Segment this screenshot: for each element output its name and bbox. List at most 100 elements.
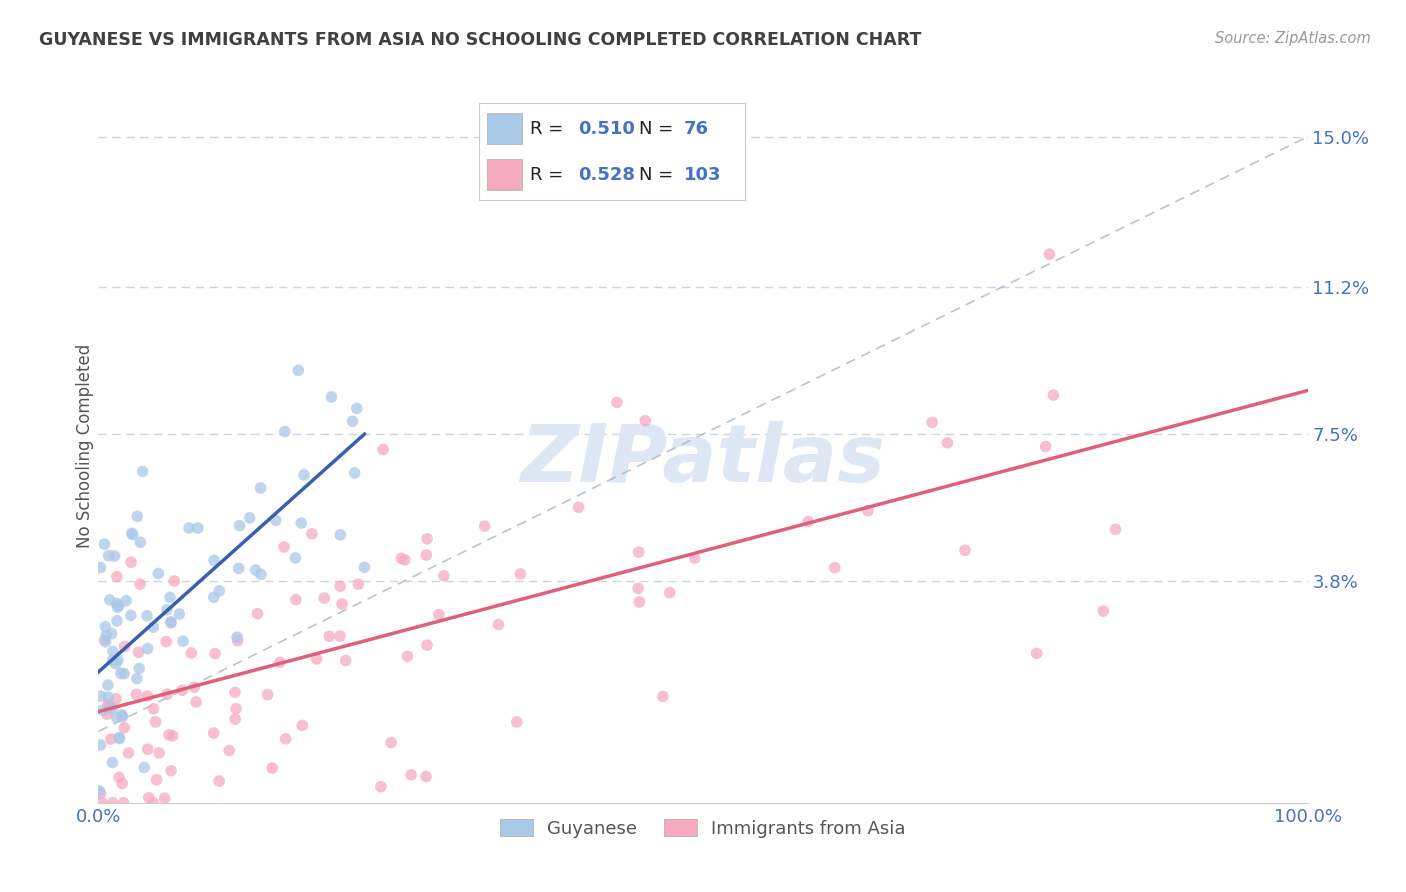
Point [91, 703, 114, 717]
Point [98, 698, 121, 713]
Point [264, 513, 287, 527]
Point [134, 760, 156, 774]
Point [108, 599, 131, 613]
Point [107, 600, 129, 615]
Point [101, 701, 124, 715]
Point [97, 690, 120, 704]
Point [606, 395, 628, 409]
Point [330, 597, 353, 611]
Point [856, 504, 879, 518]
Point [159, 591, 181, 605]
Point [427, 607, 450, 622]
Point [936, 435, 959, 450]
Point [329, 629, 352, 643]
Point [370, 780, 392, 794]
Point [187, 521, 209, 535]
Point [97, 698, 120, 712]
Point [131, 465, 153, 479]
Point [208, 774, 231, 789]
Point [335, 653, 357, 667]
Point [110, 666, 132, 681]
Point [160, 615, 183, 630]
Point [177, 521, 200, 535]
Point [145, 772, 167, 787]
Point [163, 574, 186, 588]
Point [287, 363, 309, 377]
Point [202, 726, 225, 740]
Point [112, 721, 135, 735]
Point [108, 731, 131, 746]
Point [101, 796, 124, 810]
Point [373, 442, 395, 457]
Point [953, 543, 976, 558]
Point [105, 569, 128, 583]
Point [112, 666, 135, 681]
Point [228, 561, 250, 575]
Point [509, 566, 531, 581]
Point [160, 615, 183, 629]
Point [105, 692, 128, 706]
Point [274, 731, 297, 746]
Point [224, 685, 246, 699]
Point [157, 728, 180, 742]
Point [93, 632, 115, 647]
Point [394, 553, 416, 567]
Point [172, 634, 194, 648]
Point [129, 577, 152, 591]
Point [226, 633, 249, 648]
Point [1092, 604, 1115, 618]
Point [797, 515, 820, 529]
Point [824, 560, 846, 574]
Point [136, 689, 159, 703]
Point [246, 607, 269, 621]
Point [160, 764, 183, 778]
Point [115, 593, 138, 607]
Point [567, 500, 589, 515]
Point [120, 608, 142, 623]
Text: GUYANESE VS IMMIGRANTS FROM ASIA NO SCHOOLING COMPLETED CORRELATION CHART: GUYANESE VS IMMIGRANTS FROM ASIA NO SCHO… [39, 31, 922, 49]
Point [97, 678, 120, 692]
Point [98, 700, 121, 714]
Point [380, 735, 402, 749]
Point [156, 603, 179, 617]
Point [105, 614, 128, 628]
Point [389, 551, 412, 566]
Point [111, 709, 134, 723]
Point [224, 712, 246, 726]
Point [256, 688, 278, 702]
Point [202, 591, 225, 605]
Point [628, 595, 651, 609]
Point [204, 647, 226, 661]
Point [90, 738, 112, 752]
Point [172, 683, 194, 698]
Point [89, 560, 111, 574]
Point [129, 535, 152, 549]
Point [117, 746, 139, 760]
Point [627, 545, 650, 559]
Point [291, 718, 314, 732]
Point [329, 579, 352, 593]
Point [153, 791, 176, 805]
Point [433, 568, 456, 582]
Point [225, 702, 247, 716]
Point [111, 776, 134, 790]
Point [683, 551, 706, 566]
Y-axis label: No Schooling Completed: No Schooling Completed [76, 344, 94, 548]
Point [1035, 440, 1057, 454]
Point [228, 518, 250, 533]
Point [314, 591, 336, 606]
Point [183, 680, 205, 694]
Point [136, 742, 159, 756]
Point [292, 468, 315, 483]
Point [329, 528, 352, 542]
Point [90, 689, 112, 703]
Point [1025, 646, 1047, 660]
Point [245, 563, 267, 577]
Point [1042, 388, 1064, 402]
Point [1104, 523, 1126, 537]
Point [416, 638, 439, 652]
Point [107, 653, 129, 667]
Point [125, 672, 148, 686]
Point [101, 653, 124, 667]
Point [142, 620, 165, 634]
